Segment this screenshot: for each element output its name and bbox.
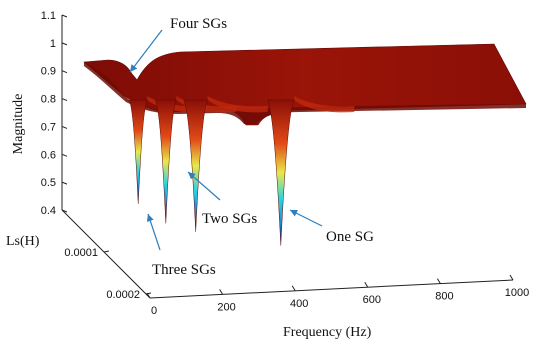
x-tick-label: 800 xyxy=(435,291,453,303)
x-tick-mark xyxy=(364,281,369,288)
z-tick-mark xyxy=(61,42,68,46)
surface-plot xyxy=(83,43,527,126)
y-axis-title: Ls(H) xyxy=(6,234,40,249)
x-tick-mark xyxy=(291,285,296,292)
y-axis-line xyxy=(61,209,151,299)
resonance-dip xyxy=(154,99,177,224)
resonance-dips xyxy=(128,96,355,246)
z-tick-label: 0.4 xyxy=(41,205,56,217)
resonance-dip xyxy=(128,99,148,204)
z-tick-mark xyxy=(61,14,68,18)
z-tick-label: 1.1 xyxy=(41,10,56,22)
y-tick-label: 0.0002 xyxy=(106,289,140,301)
resonance-dip-wake xyxy=(294,96,355,113)
surface-back-sheet xyxy=(83,43,527,126)
x-tick-label: 1000 xyxy=(505,287,529,299)
x-axis-title: Frequency (Hz) xyxy=(283,325,372,340)
x-tick-label: 0 xyxy=(151,305,157,317)
arrow-three-sgs xyxy=(146,213,161,251)
z-tick-mark xyxy=(61,181,68,185)
z-tick-label: 0.7 xyxy=(41,121,56,133)
x-tick-mark xyxy=(436,278,441,284)
z-tick-mark xyxy=(61,153,68,157)
x-axis-ticks: 0 200 400 600 800 1000 xyxy=(146,274,529,317)
resonance-dip-wake xyxy=(176,96,237,113)
z-axis-title: Magnitude xyxy=(11,94,26,155)
annotation-four-sgs: Four SGs xyxy=(170,16,227,32)
x-axis-line xyxy=(149,279,514,299)
z-tick-label: 0.8 xyxy=(41,94,56,106)
z-tick-label: 0.6 xyxy=(41,149,56,161)
z-tick-mark xyxy=(61,125,68,129)
z-tick-mark xyxy=(61,209,68,213)
x-tick-label: 600 xyxy=(363,294,381,306)
z-tick-label: 1 xyxy=(50,38,56,50)
annotation-three-sgs: Three SGs xyxy=(152,262,216,278)
annotation-two-sgs: Two SGs xyxy=(202,211,257,227)
resonance-dip xyxy=(266,99,295,246)
axes xyxy=(61,15,514,299)
y-axis-ticks: 0.0001 0.0002 xyxy=(64,247,152,301)
x-tick-mark xyxy=(219,289,224,295)
resonance-dip xyxy=(183,99,209,232)
z-tick-label: 0.9 xyxy=(41,66,56,78)
arrow-two-sgs xyxy=(187,171,221,201)
z-tick-mark xyxy=(61,98,68,102)
surface-front-ridge xyxy=(84,62,526,124)
y-tick-mark xyxy=(103,250,110,253)
x-tick-label: 200 xyxy=(217,301,235,313)
z-tick-label: 0.5 xyxy=(41,177,56,189)
y-tick-mark xyxy=(145,292,152,295)
arrow-one-sg xyxy=(289,209,323,227)
annotations: Four SGs Three SGs Two SGs One SG xyxy=(129,16,374,278)
z-axis-ticks: 0.4 0.5 0.6 0.7 0.8 0.9 1 1.1 xyxy=(41,10,68,217)
annotation-one-sg: One SG xyxy=(326,229,374,245)
z-tick-mark xyxy=(61,70,68,74)
y-tick-label: 0.0001 xyxy=(64,247,98,259)
resonance-dip-wake xyxy=(207,96,268,113)
x-tick-mark xyxy=(509,274,514,281)
arrow-four-sgs xyxy=(129,29,163,73)
x-tick-label: 400 xyxy=(290,298,308,310)
